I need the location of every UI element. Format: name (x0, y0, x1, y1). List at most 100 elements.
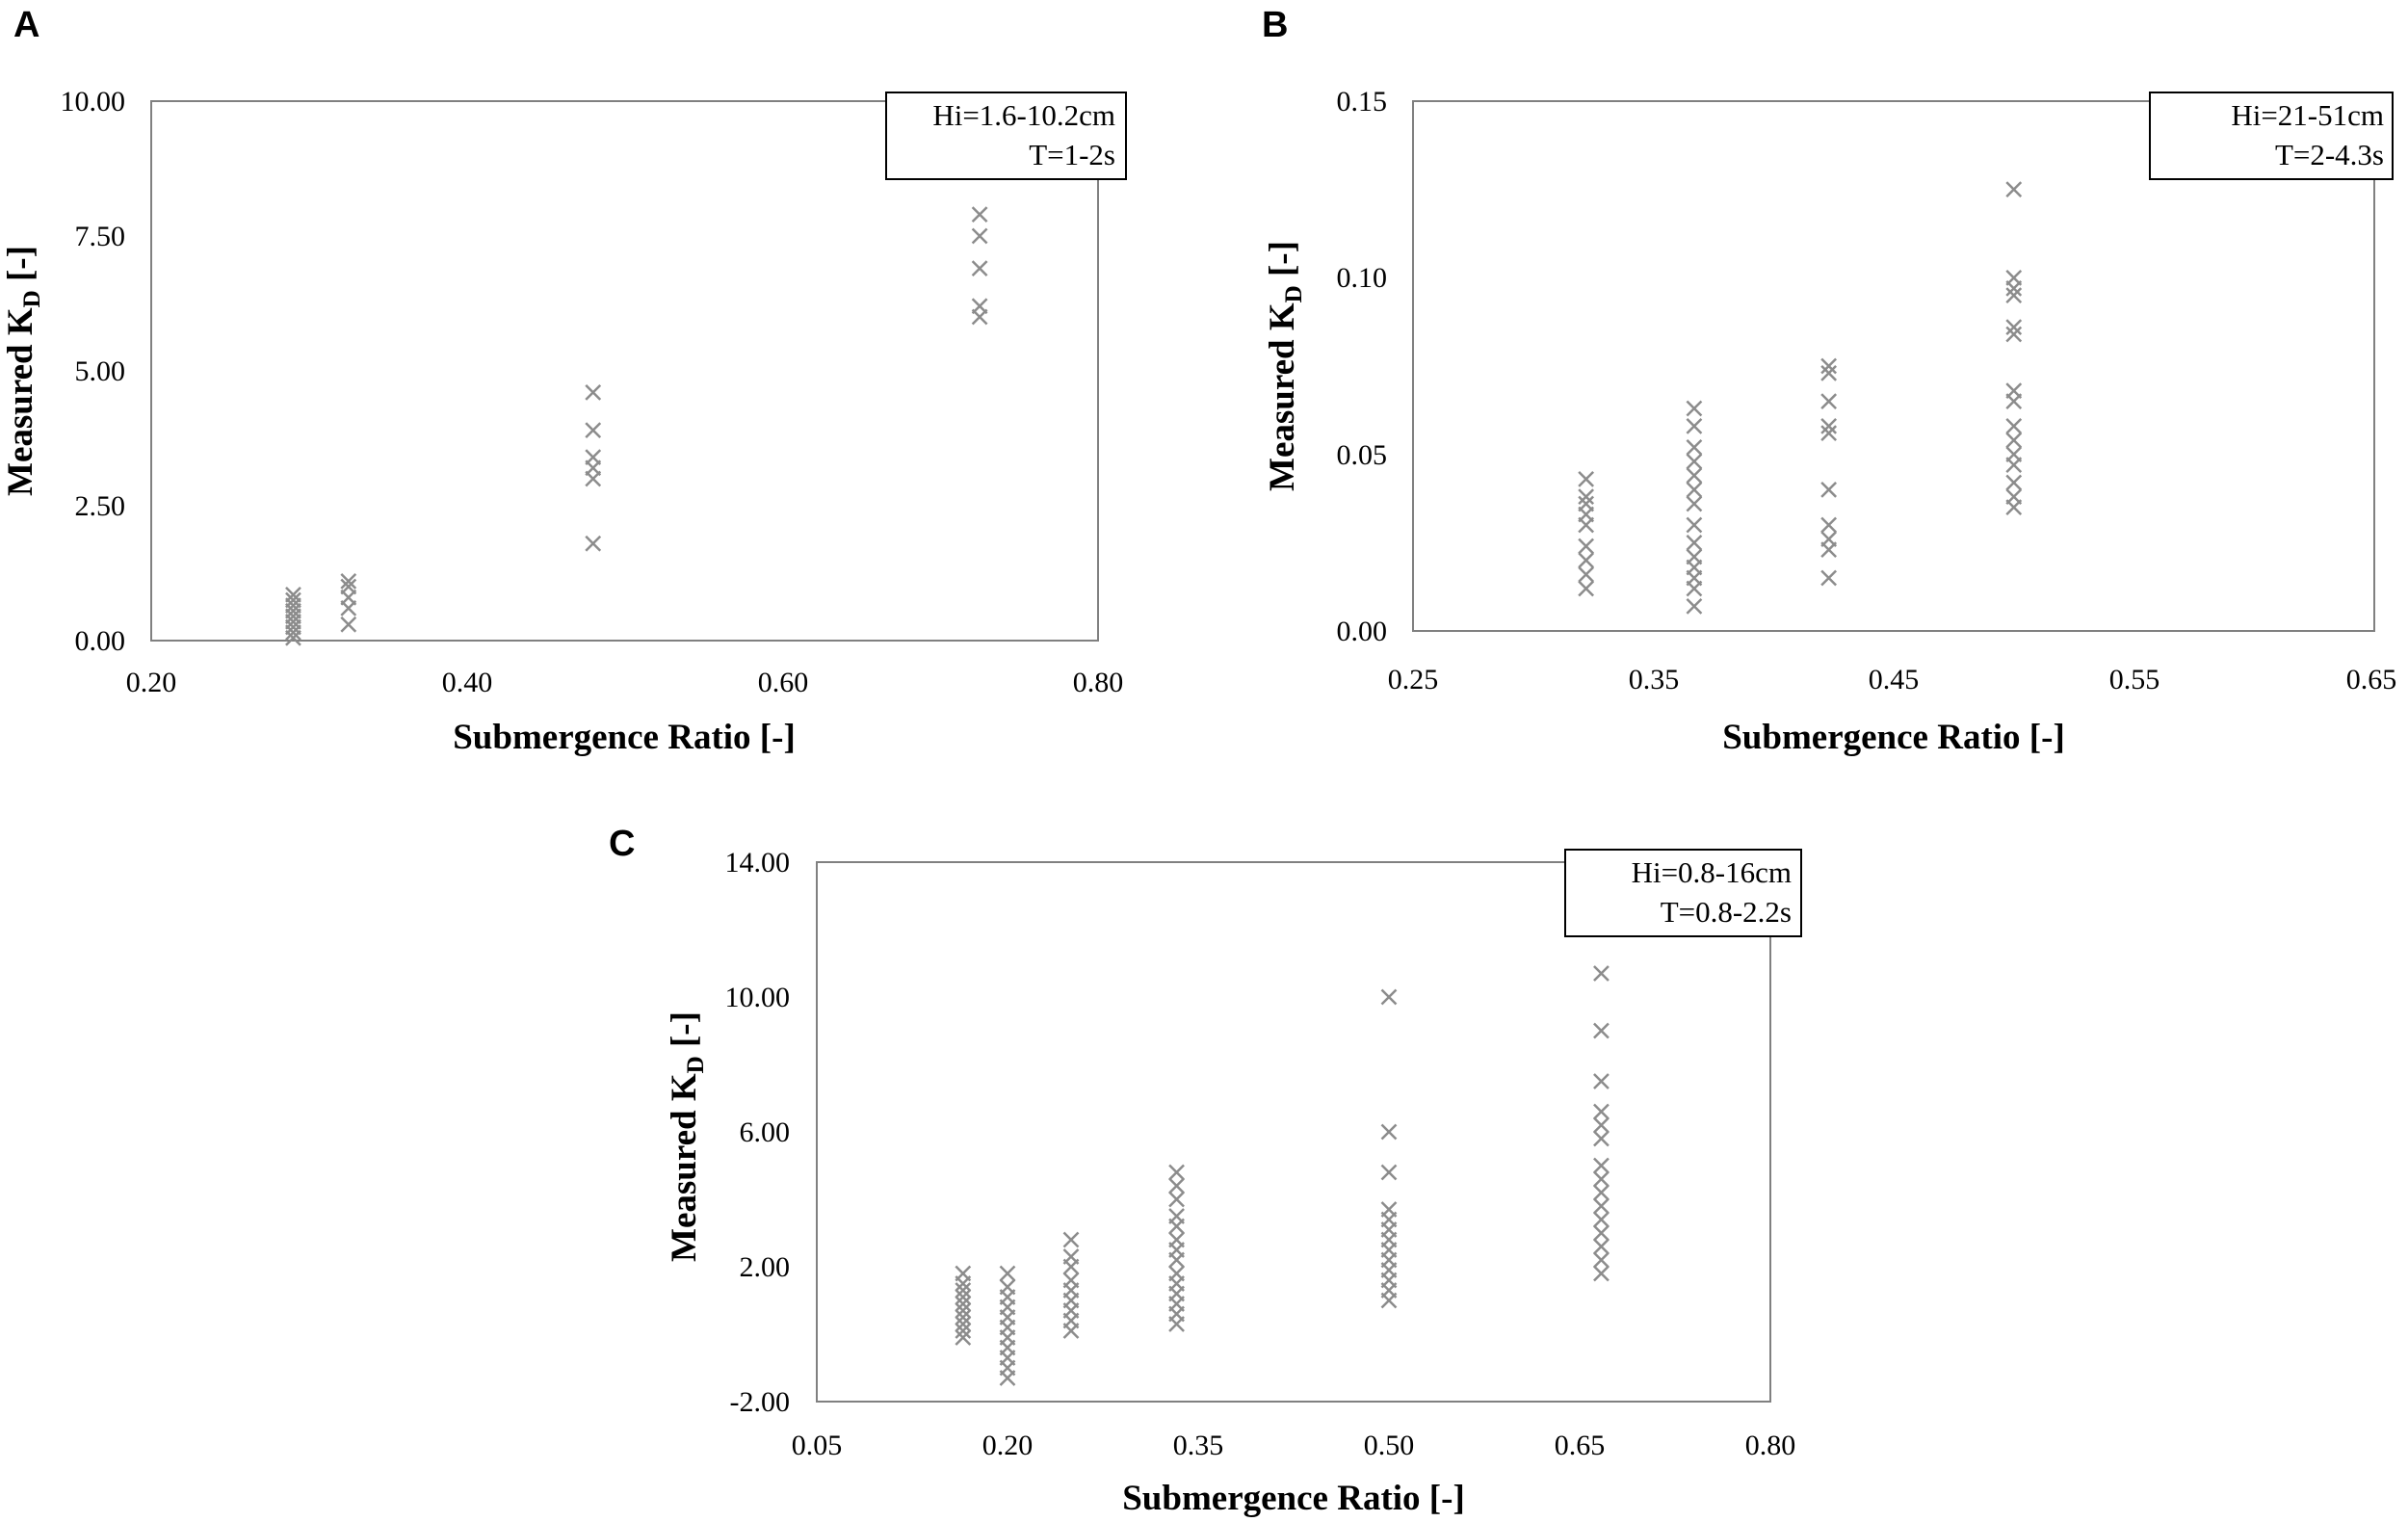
x-tick-label: 0.80 (1073, 667, 1124, 698)
x-tick-label: 0.05 (792, 1430, 843, 1461)
y-tick-labels: 0.00 0.05 0.10 0.15 (1337, 86, 1388, 647)
x-tick-labels: 0.05 0.20 0.35 0.50 0.65 0.80 (792, 1430, 1796, 1461)
data-point-marker (1168, 1208, 1185, 1224)
data-point-marker (1380, 1123, 1398, 1141)
data-point-marker (1593, 1265, 1610, 1282)
y-tick-label: 10.00 (725, 982, 791, 1013)
data-point-marker (1820, 569, 1838, 587)
data-point-marker (1593, 1184, 1610, 1201)
data-point-marker (1593, 1116, 1610, 1134)
data-point-marker (1578, 488, 1595, 506)
data-point-marker (1168, 1164, 1185, 1181)
data-point-marker (2005, 488, 2023, 506)
data-point-marker (1380, 1164, 1398, 1181)
panel-label: C (609, 824, 635, 864)
data-point-marker (1686, 495, 1703, 512)
legend-box (2149, 92, 2394, 180)
data-point-marker (955, 1282, 972, 1299)
legend-line: T=1-2s (1029, 138, 1115, 171)
data-point-marker (1168, 1265, 1185, 1282)
y-tick-label: 2.50 (75, 490, 126, 522)
data-point-marker (1593, 1103, 1610, 1120)
data-point-marker (971, 227, 988, 245)
legend-box (885, 92, 1127, 180)
data-point-marker (340, 578, 357, 595)
plot-frame (150, 100, 1099, 642)
x-tick-label: 0.65 (1555, 1430, 1606, 1461)
y-tick-labels: 0.00 2.50 5.00 7.50 10.00 (61, 86, 126, 657)
data-point-marker (955, 1289, 972, 1305)
data-point-marker (1593, 1211, 1610, 1228)
data-point-marker (1593, 1224, 1610, 1242)
panel-label: A (13, 5, 39, 45)
data-point-marker (1168, 1191, 1185, 1208)
plot-frame (1412, 100, 2375, 632)
data-point-marker (1380, 988, 1398, 1006)
legend: Hi=21-51cm T=2-4.3s (2149, 92, 2394, 180)
data-point-marker (2005, 432, 2023, 449)
x-tick-labels: 0.20 0.40 0.60 0.80 (126, 667, 1124, 698)
x-tick-labels: 0.25 0.35 0.45 0.55 0.65 (1388, 664, 2397, 695)
data-point-marker (2005, 417, 2023, 434)
data-point-marker (1062, 1272, 1080, 1289)
legend: Hi=0.8-16cm T=0.8-2.2s (1564, 849, 1802, 937)
legend-line: Hi=0.8-16cm (1632, 855, 1792, 889)
y-tick-label: 0.05 (1337, 439, 1388, 471)
data-point-marker (1686, 438, 1703, 456)
data-point-marker (1578, 565, 1595, 583)
data-point-marker (1686, 534, 1703, 551)
legend-box (1564, 849, 1802, 937)
data-point-marker (1578, 580, 1595, 597)
y-tick-label: 0.10 (1337, 262, 1388, 294)
data-point-marker (955, 1316, 972, 1332)
panel-b: B 0.25 0.35 0.45 0.55 0.65 0.00 0.05 0.1… (1262, 5, 2396, 757)
y-tick-label: 2.00 (740, 1251, 791, 1283)
x-axis-title: Submergence Ratio [-] (453, 718, 796, 757)
data-point-marker (1593, 965, 1610, 982)
data-point-marker (1062, 1231, 1080, 1248)
data-point-marker (1820, 417, 1838, 434)
legend-line: Hi=1.6-10.2cm (932, 98, 1115, 132)
panel-a: A 0.20 0.40 0.60 0.80 0.00 2.50 5.00 7.5… (1, 5, 1127, 757)
x-tick-label: 0.80 (1745, 1430, 1796, 1461)
data-point-marker (1686, 400, 1703, 417)
y-tick-label: 0.00 (75, 625, 126, 657)
x-axis-title: Submergence Ratio [-] (1122, 1479, 1465, 1518)
data-points (955, 965, 1610, 1386)
x-tick-label: 0.65 (2346, 664, 2397, 695)
data-point-marker (999, 1265, 1016, 1282)
data-points (1578, 181, 2023, 615)
data-point-marker (2005, 446, 2023, 463)
data-point-marker (1593, 1073, 1610, 1089)
data-point-marker (1578, 538, 1595, 555)
data-point-marker (955, 1302, 972, 1319)
data-point-marker (1593, 1170, 1610, 1188)
y-axis-title: Measured KD [-] (665, 1011, 709, 1262)
data-point-marker (1578, 552, 1595, 569)
data-point-marker (1168, 1231, 1185, 1248)
y-tick-label: 0.15 (1337, 86, 1388, 118)
data-point-marker (2005, 319, 2023, 336)
data-point-marker (1686, 597, 1703, 615)
data-point-marker (585, 422, 602, 438)
plot-frame (816, 861, 1771, 1403)
x-tick-label: 0.20 (982, 1430, 1034, 1461)
data-point-marker (1820, 531, 1838, 548)
data-point-marker (1578, 495, 1595, 512)
data-point-marker (1593, 1238, 1610, 1255)
data-point-marker (340, 616, 357, 633)
data-point-marker (1593, 1130, 1610, 1147)
y-tick-label: 14.00 (725, 847, 791, 879)
data-point-marker (1578, 470, 1595, 487)
data-point-marker (1820, 357, 1838, 375)
panel-label: B (1262, 5, 1288, 45)
y-tick-label: -2.00 (730, 1386, 791, 1418)
data-point-marker (1686, 481, 1703, 498)
x-tick-label: 0.20 (126, 667, 177, 698)
data-point-marker (1380, 1201, 1398, 1218)
legend-line: T=2-4.3s (2275, 138, 2384, 171)
y-tick-label: 7.50 (75, 221, 126, 252)
data-point-marker (971, 298, 988, 315)
data-point-marker (999, 1278, 1016, 1296)
data-point-marker (955, 1265, 972, 1282)
